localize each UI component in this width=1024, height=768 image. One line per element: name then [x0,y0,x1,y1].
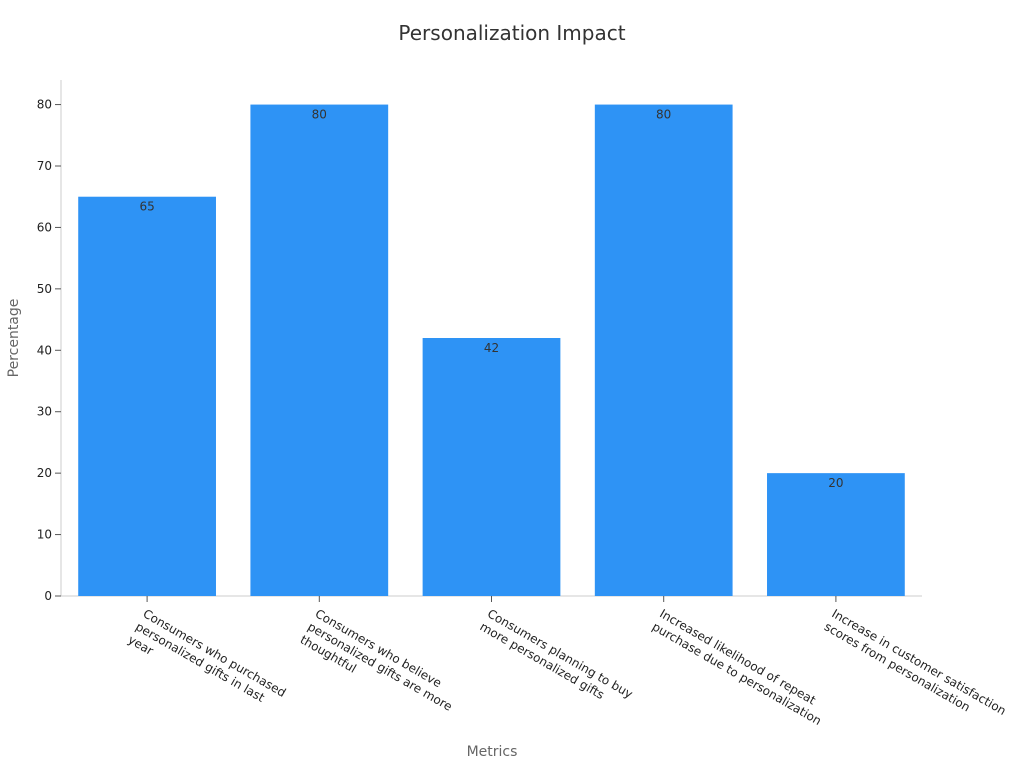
y-tick-label: 40 [37,343,52,357]
category-label: Consumers planning to buymore personaliz… [478,606,636,714]
y-tick-label: 50 [37,282,52,296]
x-tick-label: Increase in customer satisfactionscores … [822,606,1009,730]
x-tick-label: Consumers planning to buymore personaliz… [478,606,636,714]
category-label-line: scores from personalization [822,619,973,714]
category-label: Consumers who believepersonalized gifts … [298,606,462,726]
bar [422,338,561,596]
category-label-line: Increase in customer satisfaction [829,606,1008,717]
y-axis-title: Percentage [6,299,22,378]
category-label-line: purchase due to personalization [650,619,824,728]
y-tick-label: 0 [44,589,52,603]
category-label: Consumers who purchasedpersonalized gift… [126,606,289,725]
category-label-line: Consumers planning to buy [485,606,635,701]
y-tick-label: 20 [37,466,52,480]
bar-value-label: 42 [484,341,499,355]
y-tick-label: 30 [37,405,52,419]
chart-title: Personalization Impact [398,21,625,45]
y-tick-label: 10 [37,528,52,542]
bar [767,473,905,596]
x-tick-label: Consumers who purchasedpersonalized gift… [126,606,289,725]
y-tick-label: 60 [37,220,52,234]
x-tick-label: Consumers who believepersonalized gifts … [298,606,462,726]
category-label-line: personalized gifts are more [305,619,454,713]
x-axis-title: Metrics [467,744,518,760]
bars [78,104,905,597]
bar [78,196,216,596]
category-label-line: personalized gifts in last [133,619,267,704]
category-label-line: Increased likelihood of repeat [657,606,818,707]
bar-value-label: 80 [656,108,671,122]
bar-value-label: 80 [312,108,327,122]
bar-value-label: 20 [828,476,843,490]
bar-value-label: 65 [139,200,154,214]
y-tick-label: 80 [37,98,52,112]
category-label: Increased likelihood of repeatpurchase d… [650,606,832,728]
category-label-line: Consumers who purchased [141,606,289,699]
x-tick-label: Increased likelihood of repeatpurchase d… [650,606,832,728]
y-tick-label: 70 [37,159,52,173]
bar [250,104,389,597]
category-label: Increase in customer satisfactionscores … [822,606,1009,730]
bar [594,104,733,597]
